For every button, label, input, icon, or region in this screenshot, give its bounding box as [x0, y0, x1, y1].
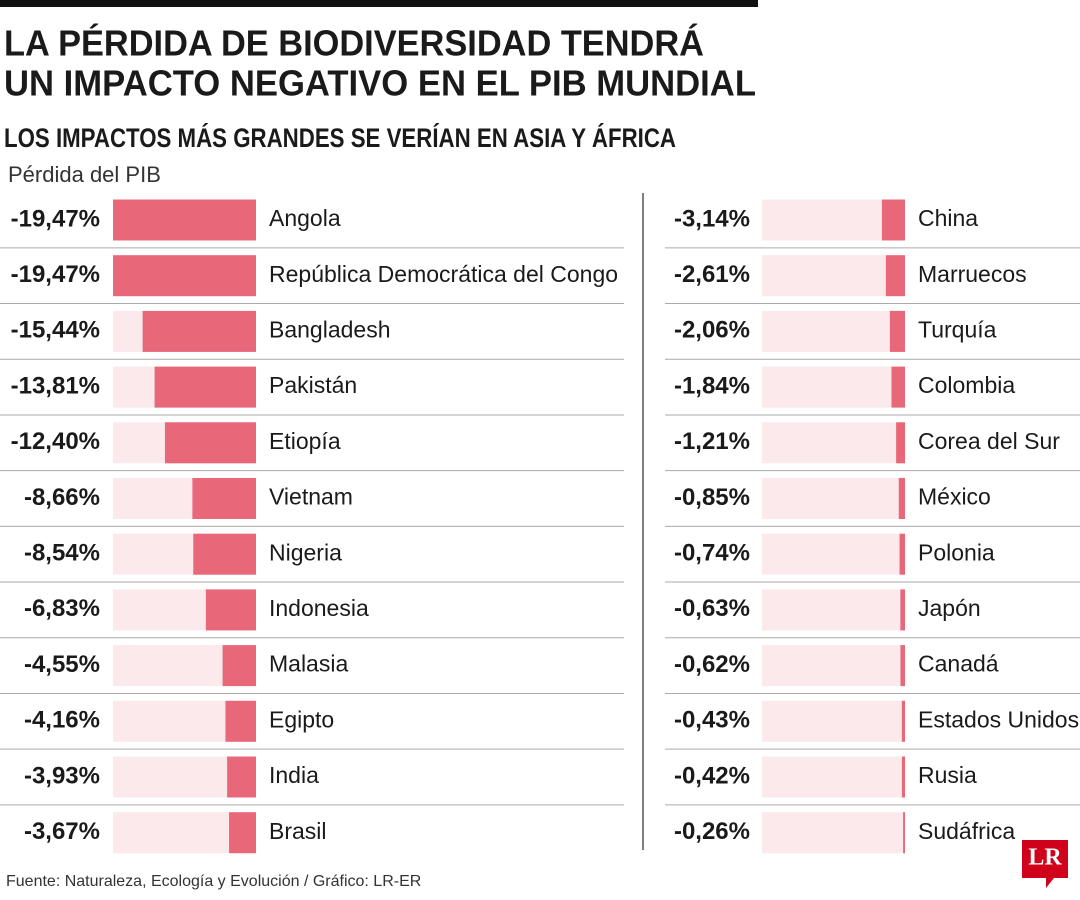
bar-track [762, 756, 905, 798]
bar-track [762, 533, 905, 575]
category-label: Indonesia [269, 595, 369, 621]
value-label: -0,42% [674, 762, 750, 789]
source: Fuente: Naturaleza, Ecología y Evolución… [6, 873, 421, 890]
value-label: -1,21% [674, 428, 750, 455]
value-label: -8,54% [24, 540, 100, 567]
bar [113, 255, 256, 297]
value-label: -2,06% [674, 317, 750, 344]
value-label: -1,84% [674, 372, 750, 399]
value-label: -15,44% [11, 317, 100, 344]
chart-title: LA PÉRDIDA DE BIODIVERSIDAD TENDRÁ [4, 23, 704, 64]
category-label: Estados Unidos [918, 706, 1079, 732]
bar-track [762, 812, 905, 854]
category-label: Pakistán [269, 372, 357, 398]
category-label: Malasia [269, 651, 348, 677]
bar-track [762, 700, 905, 742]
category-label: México [918, 484, 991, 510]
bar [896, 422, 905, 464]
category-label: China [918, 205, 978, 231]
bar-track [762, 422, 905, 464]
value-label: -0,26% [674, 818, 750, 845]
bar-track [762, 255, 905, 297]
value-label: -19,47% [11, 261, 100, 288]
category-label: Canadá [918, 651, 999, 677]
bar-track [762, 478, 905, 519]
bar [889, 310, 905, 352]
category-label: Colombia [918, 372, 1015, 398]
category-label: Angola [269, 205, 341, 231]
category-label: Corea del Sur [918, 428, 1060, 454]
bar [903, 812, 905, 854]
logo: LR [1028, 845, 1062, 871]
value-label: -0,43% [674, 707, 750, 734]
value-label: -13,81% [11, 372, 100, 399]
category-label: Bangladesh [269, 316, 391, 342]
bar-track [762, 645, 905, 687]
category-label: Polonia [918, 539, 995, 565]
bar [885, 255, 905, 297]
category-label: India [269, 762, 319, 788]
value-label: -0,74% [674, 540, 750, 567]
bar [898, 478, 905, 519]
bar [901, 756, 905, 798]
category-label: Brasil [269, 818, 327, 844]
category-label: Turquía [918, 316, 997, 342]
bar [154, 366, 256, 408]
bar-track [762, 589, 905, 631]
category-label: Marruecos [918, 261, 1027, 287]
bar [229, 812, 256, 854]
category-label: Japón [918, 595, 981, 621]
bar [192, 478, 256, 519]
value-label: -0,63% [674, 595, 750, 622]
bar [193, 533, 256, 575]
bar [891, 366, 905, 408]
value-label: -0,62% [674, 651, 750, 678]
value-label: -3,93% [24, 762, 100, 789]
bar [900, 645, 905, 687]
value-label: -0,85% [674, 484, 750, 511]
category-label: Egipto [269, 706, 334, 732]
value-label: -12,40% [11, 428, 100, 455]
bar [881, 199, 905, 241]
category-label: Nigeria [269, 539, 342, 565]
bar [899, 533, 905, 575]
value-label: -3,67% [24, 818, 100, 845]
bar [900, 589, 905, 631]
bar-track [762, 366, 905, 408]
bar-track [762, 310, 905, 352]
axis-label: Pérdida del PIB [8, 162, 161, 187]
category-label: Rusia [918, 762, 977, 788]
value-label: -8,66% [24, 484, 100, 511]
bar [222, 645, 256, 687]
value-label: -6,83% [24, 595, 100, 622]
value-label: -4,16% [24, 707, 100, 734]
category-label: Vietnam [269, 484, 353, 510]
value-label: -4,55% [24, 651, 100, 678]
category-label: República Democrática del Congo [269, 261, 618, 287]
value-label: -3,14% [674, 205, 750, 232]
logo-box [1022, 840, 1068, 888]
category-label: Sudáfrica [918, 818, 1015, 844]
bar [227, 756, 256, 798]
top-rule [0, 0, 758, 7]
value-label: -2,61% [674, 261, 750, 288]
bar [901, 700, 905, 742]
chart-title: UN IMPACTO NEGATIVO EN EL PIB MUNDIAL [4, 63, 756, 104]
bar [113, 199, 256, 241]
bar [164, 422, 256, 464]
bar-track [762, 199, 905, 241]
category-label: Etiopía [269, 428, 341, 454]
bar [225, 700, 256, 742]
value-label: -19,47% [11, 205, 100, 232]
bar [142, 310, 256, 352]
bar [205, 589, 256, 631]
chart-subtitle: LOS IMPACTOS MÁS GRANDES SE VERÍAN EN AS… [4, 122, 676, 153]
